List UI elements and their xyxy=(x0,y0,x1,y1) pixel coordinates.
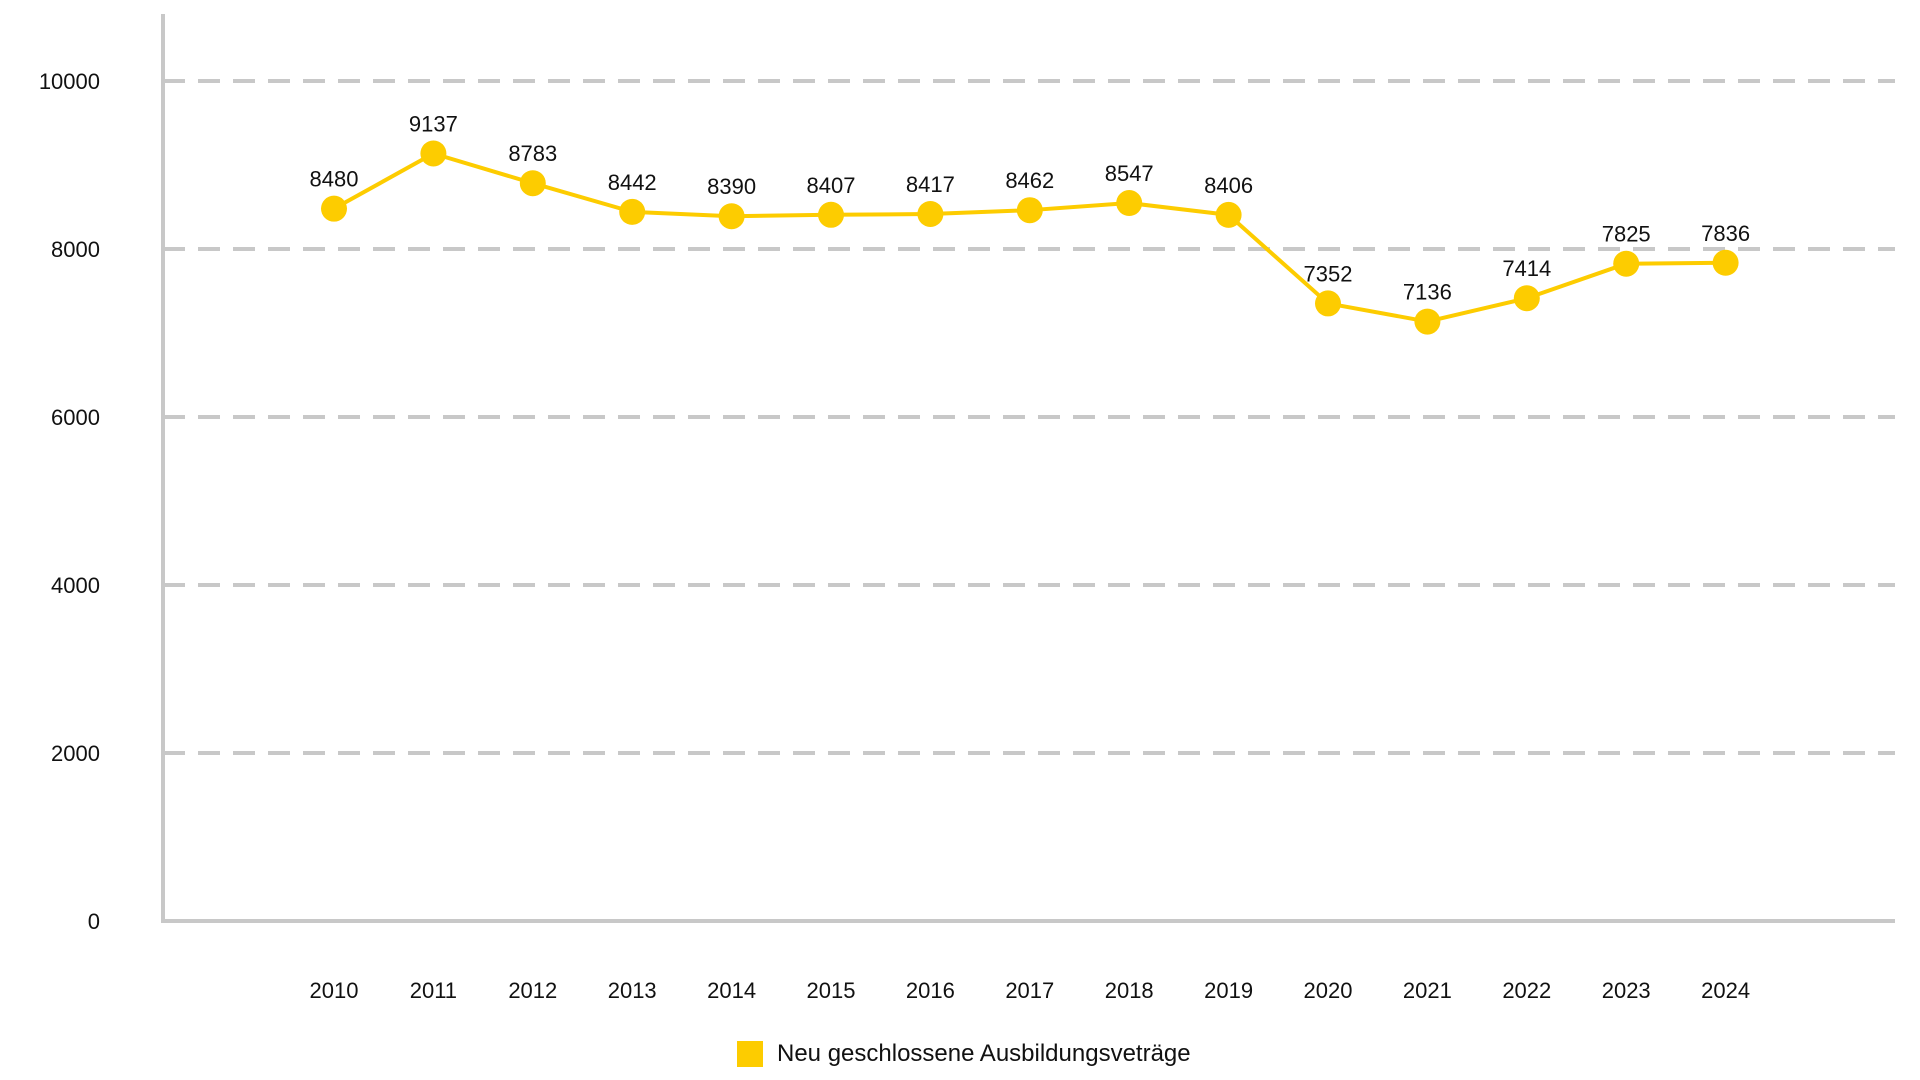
x-tick-label: 2021 xyxy=(1403,978,1452,1003)
y-tick-label: 8000 xyxy=(51,237,100,262)
data-points xyxy=(321,140,1739,335)
data-label: 8407 xyxy=(807,173,856,198)
x-tick-label: 2013 xyxy=(608,978,657,1003)
data-point xyxy=(1712,249,1739,276)
data-label: 8462 xyxy=(1005,168,1054,193)
x-tick-label: 2017 xyxy=(1005,978,1054,1003)
data-label: 9137 xyxy=(409,111,458,136)
data-point xyxy=(917,200,944,227)
x-tick-label: 2022 xyxy=(1502,978,1551,1003)
data-labels: 8480 9137 8783 8442 8390 8407 8417 8462 8547 8406… xyxy=(310,111,1751,304)
data-point xyxy=(519,170,546,197)
data-label: 8417 xyxy=(906,172,955,197)
y-tick-label: 10000 xyxy=(39,69,100,94)
y-tick-label: 2000 xyxy=(51,741,100,766)
data-point xyxy=(1613,250,1640,277)
x-tick-label: 2019 xyxy=(1204,978,1253,1003)
data-label: 7825 xyxy=(1602,222,1651,247)
axes xyxy=(161,14,1895,923)
data-point xyxy=(1016,197,1043,224)
data-point xyxy=(1513,285,1540,312)
x-tick-label: 2024 xyxy=(1701,978,1750,1003)
x-tick-label: 2020 xyxy=(1304,978,1353,1003)
data-point xyxy=(1215,201,1242,228)
legend: Neu geschlossene Ausbildungsveträge xyxy=(737,1040,1191,1068)
x-tick-label: 2015 xyxy=(807,978,856,1003)
data-point xyxy=(619,198,646,225)
data-point xyxy=(420,140,447,167)
legend-swatch xyxy=(737,1041,763,1067)
data-label: 7836 xyxy=(1701,221,1750,246)
data-point xyxy=(718,203,745,230)
data-point xyxy=(1315,290,1341,317)
data-label: 7414 xyxy=(1502,256,1551,281)
x-tick-label: 2023 xyxy=(1602,978,1651,1003)
data-label: 8783 xyxy=(508,141,557,166)
data-label: 8406 xyxy=(1204,173,1253,198)
gridlines xyxy=(163,79,1895,755)
data-label: 7352 xyxy=(1304,261,1353,286)
data-label: 8390 xyxy=(707,174,756,199)
data-point xyxy=(321,195,347,222)
y-tick-label: 4000 xyxy=(51,573,100,598)
x-axis-tick-labels: 2010 2011 2012 2013 2014 2015 2016 2017 2018 2019… xyxy=(310,978,1751,1003)
data-label: 7136 xyxy=(1403,280,1452,305)
x-tick-label: 2018 xyxy=(1105,978,1154,1003)
x-tick-label: 2016 xyxy=(906,978,955,1003)
data-label: 8480 xyxy=(310,167,359,192)
x-tick-label: 2010 xyxy=(310,978,359,1003)
y-tick-label: 0 xyxy=(88,909,100,934)
data-point xyxy=(1116,190,1143,217)
x-tick-label: 2014 xyxy=(707,978,756,1003)
data-point xyxy=(818,201,844,228)
y-axis-tick-labels: 0 2000 4000 6000 8000 10000 xyxy=(39,69,100,934)
y-tick-label: 6000 xyxy=(51,405,100,430)
x-tick-label: 2012 xyxy=(508,978,557,1003)
data-label: 8442 xyxy=(608,170,657,195)
data-point xyxy=(1414,308,1441,335)
legend-label: Neu geschlossene Ausbildungsveträge xyxy=(777,1040,1191,1067)
x-tick-label: 2011 xyxy=(410,978,457,1003)
data-label: 8547 xyxy=(1105,161,1154,186)
